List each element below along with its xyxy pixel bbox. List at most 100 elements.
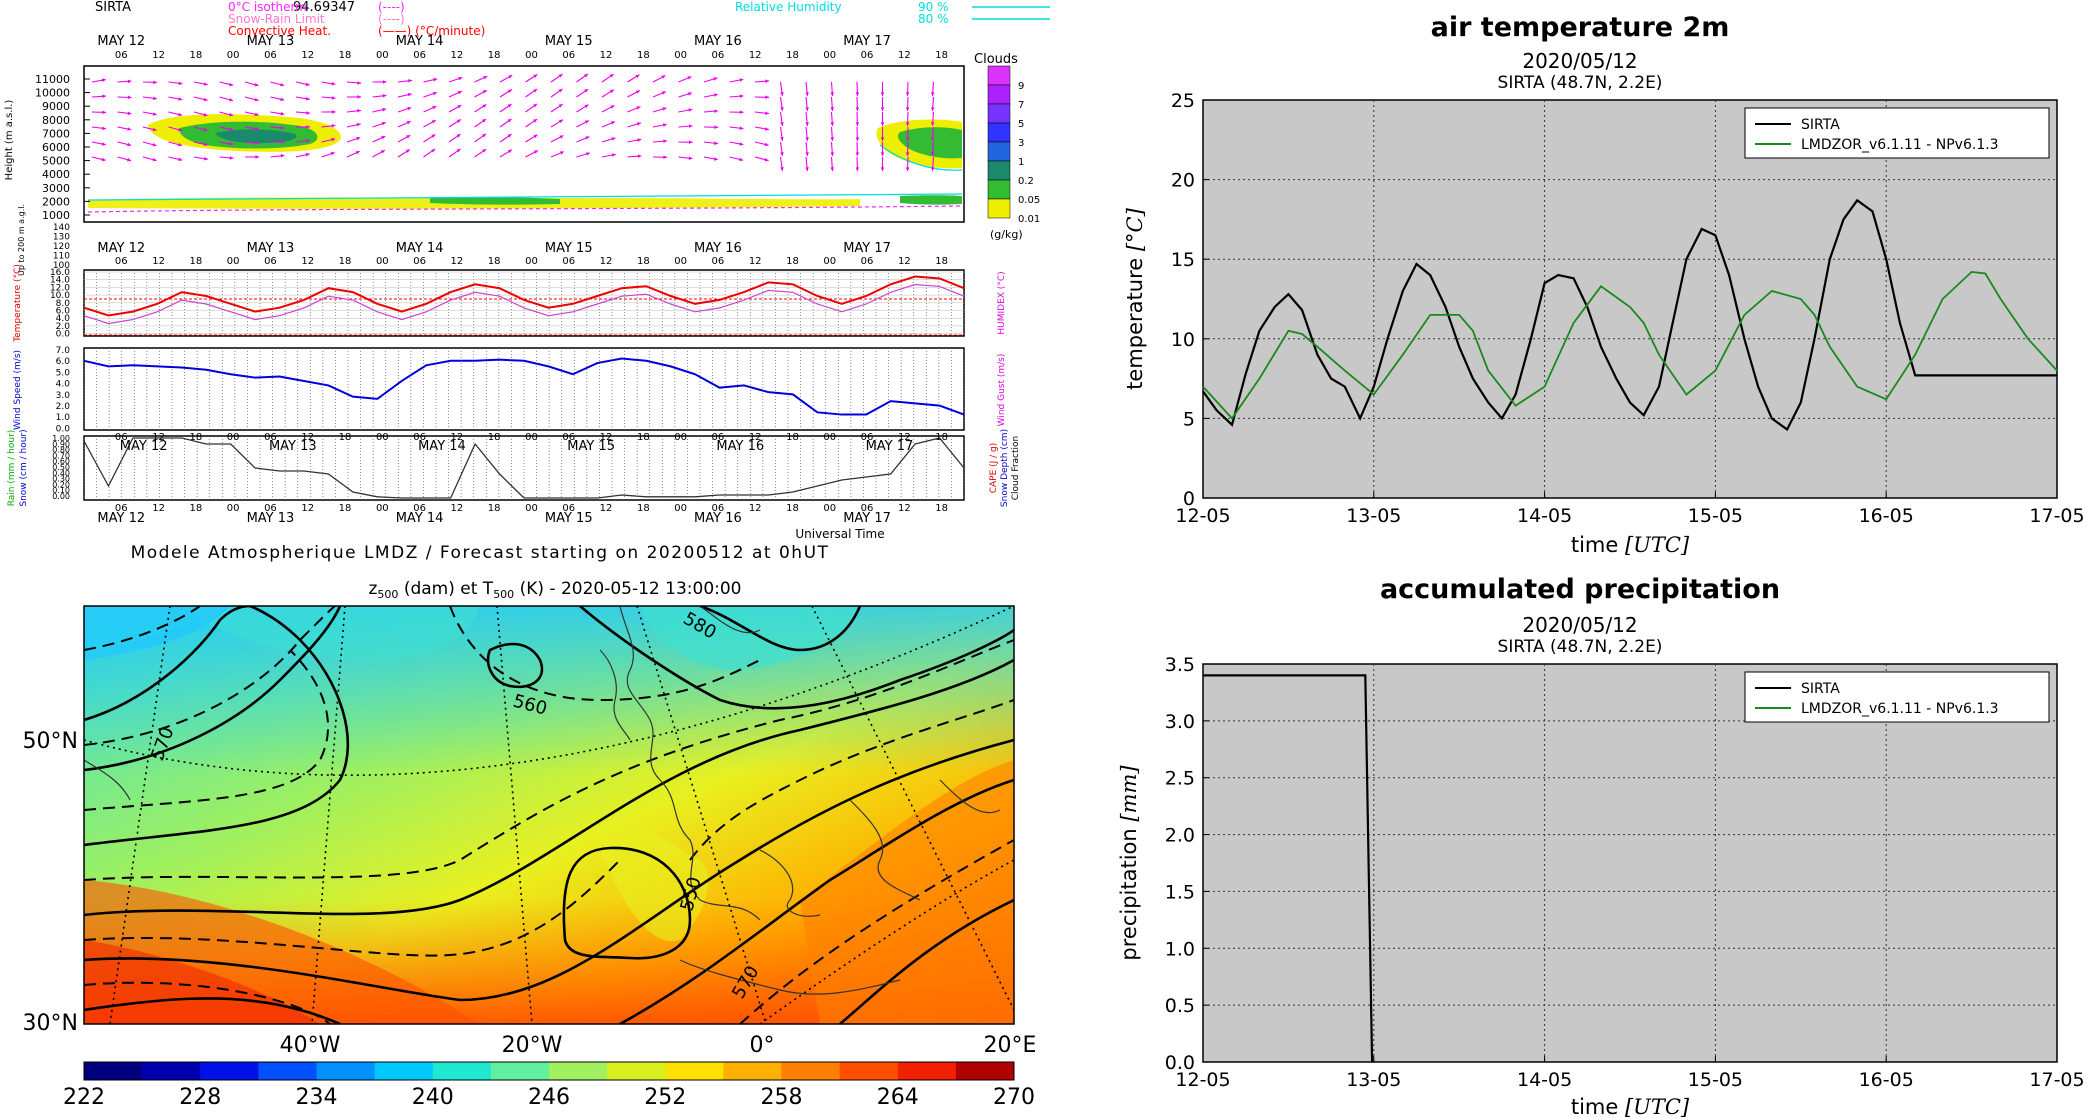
contour-line <box>619 778 1014 1024</box>
legend-entry: LMDZOR_v6.1.11 - NPv6.1.3 <box>1801 137 1999 153</box>
hour-label: 18 <box>637 432 650 443</box>
wind-arrow-head <box>688 108 693 112</box>
wind-arrows <box>91 73 935 172</box>
hour-label: 12 <box>898 432 911 443</box>
wind-arrow-head <box>152 127 157 132</box>
height-tick: 11000 <box>35 73 70 86</box>
colorbar-tick: 222 <box>63 1085 105 1110</box>
lat-label-30n: 30°N <box>23 1011 78 1036</box>
coastline <box>759 849 821 917</box>
hour-label: 00 <box>227 432 240 443</box>
wind-arrow-head <box>662 107 667 111</box>
cloud-area <box>215 129 297 144</box>
wind-arrow-head <box>930 167 935 171</box>
wind-arrow-head <box>780 167 784 171</box>
colorbar-tick: 258 <box>761 1085 803 1110</box>
colorbar-swatch <box>607 1062 666 1080</box>
meteogram-panel: SIRTA 94.69347 0°C isotherm (----) Snow-Ra… <box>4 0 1050 563</box>
precip-tick: 0.80 <box>52 446 70 455</box>
temp-tick: 8.0 <box>56 299 71 309</box>
legend-sample: (----) <box>378 0 405 14</box>
wind-arrow-head <box>585 152 590 156</box>
hour-label: 18 <box>637 256 650 267</box>
wind-arrow-head <box>405 149 410 153</box>
wind-arrow-head <box>830 122 835 126</box>
hour-label: 12 <box>152 503 165 514</box>
colorbar-swatch <box>549 1062 608 1080</box>
hour-label: 06 <box>413 432 426 443</box>
precip-tick: 0.10 <box>52 486 70 495</box>
wind-arrow-head <box>687 92 692 96</box>
colorbar-tick: 240 <box>412 1085 454 1110</box>
hour-label: 06 <box>264 503 277 514</box>
hour-label: 18 <box>339 432 352 443</box>
wind-arrow-head <box>609 74 614 78</box>
y-tick-label: 10 <box>1171 329 1195 351</box>
cloud-fraction-line <box>83 437 965 499</box>
dashed-contour <box>739 839 1014 1024</box>
temp-tick: 2.0 <box>56 322 71 332</box>
day-label: MAY 16 <box>716 439 764 454</box>
hour-label: 06 <box>861 256 874 267</box>
wind-arrow-head <box>127 95 132 100</box>
colorbar-swatch <box>84 1062 143 1080</box>
wind-arrow-head <box>830 137 835 141</box>
coastline <box>939 779 1001 814</box>
y-tick-label: 2.5 <box>1165 768 1195 790</box>
coastlines <box>84 606 1001 995</box>
wind-arrow-head <box>507 104 512 108</box>
colorbar-tick: 264 <box>877 1085 919 1110</box>
wind-arrow-head <box>507 149 512 154</box>
wind-arrow-head <box>280 154 285 158</box>
cloud-level-label: 5 <box>1018 119 1024 130</box>
x-tick-label: 17-05 <box>2029 505 2084 527</box>
hour-label: 00 <box>376 503 389 514</box>
wind-gust-axis-label: Wind Gust (m/s) <box>997 354 1007 427</box>
series-line-lmdzor <box>1202 270 2058 420</box>
wind-arrow-head <box>805 92 809 96</box>
hour-label: 00 <box>823 50 836 61</box>
wind-arrow-head <box>102 110 106 115</box>
axis-ticks: 12-05 13-05 14-05 15-05 16-05 17-05 0 5 10 15 20 25 <box>1171 90 2085 527</box>
colorbar-swatch <box>432 1062 492 1080</box>
wind-arrow-head <box>663 155 667 160</box>
wind-arrow-head <box>306 139 310 143</box>
hour-label: 12 <box>898 256 911 267</box>
hour-label: 06 <box>413 50 426 61</box>
cloud-swatch <box>987 65 1011 86</box>
hour-label: 00 <box>376 256 389 267</box>
wind-arrow-head <box>905 152 910 156</box>
plot-area <box>1202 663 2058 1063</box>
wind-arrow-head <box>905 107 910 111</box>
hour-label: 12 <box>301 50 314 61</box>
day-label: MAY 13 <box>247 511 295 526</box>
height-tick: 2000 <box>42 195 70 208</box>
hour-label: 18 <box>935 432 948 443</box>
low-tick: 120 <box>53 242 70 252</box>
wind-arrow-head <box>229 156 234 160</box>
wind-arrow-head <box>635 90 640 94</box>
clouds-colorbar: 9 7 5 3 1 0.2 0.05 0.01 <box>987 65 1040 225</box>
wind-arrow-head <box>229 141 234 146</box>
cloud-level-label: 3 <box>1018 138 1024 149</box>
wind-arrow-head <box>254 82 259 87</box>
wind-arrow-head <box>533 119 538 123</box>
wind-speed-axis-label: Wind Speed (m/s) <box>13 350 23 430</box>
x-tick-label: 17-05 <box>2029 1069 2084 1091</box>
wind-arrow-head <box>739 110 744 115</box>
height-tick: 5000 <box>42 155 70 168</box>
precipitation-chart: accumulated precipitation 2020/05/12 SIR… <box>1117 574 2085 1119</box>
hour-label: 12 <box>749 50 762 61</box>
hour-label: 18 <box>488 256 501 267</box>
hour-label: 18 <box>189 50 202 61</box>
hour-label: 18 <box>786 503 799 514</box>
wind-arrow-head <box>152 142 157 147</box>
colorbar-swatch <box>839 1062 899 1080</box>
hour-label: 12 <box>749 256 762 267</box>
cloud-level-label: 0.01 <box>1018 214 1040 225</box>
hour-label: 18 <box>339 50 352 61</box>
day-label: MAY 13 <box>247 241 295 256</box>
wind-arrow-head <box>482 90 487 94</box>
